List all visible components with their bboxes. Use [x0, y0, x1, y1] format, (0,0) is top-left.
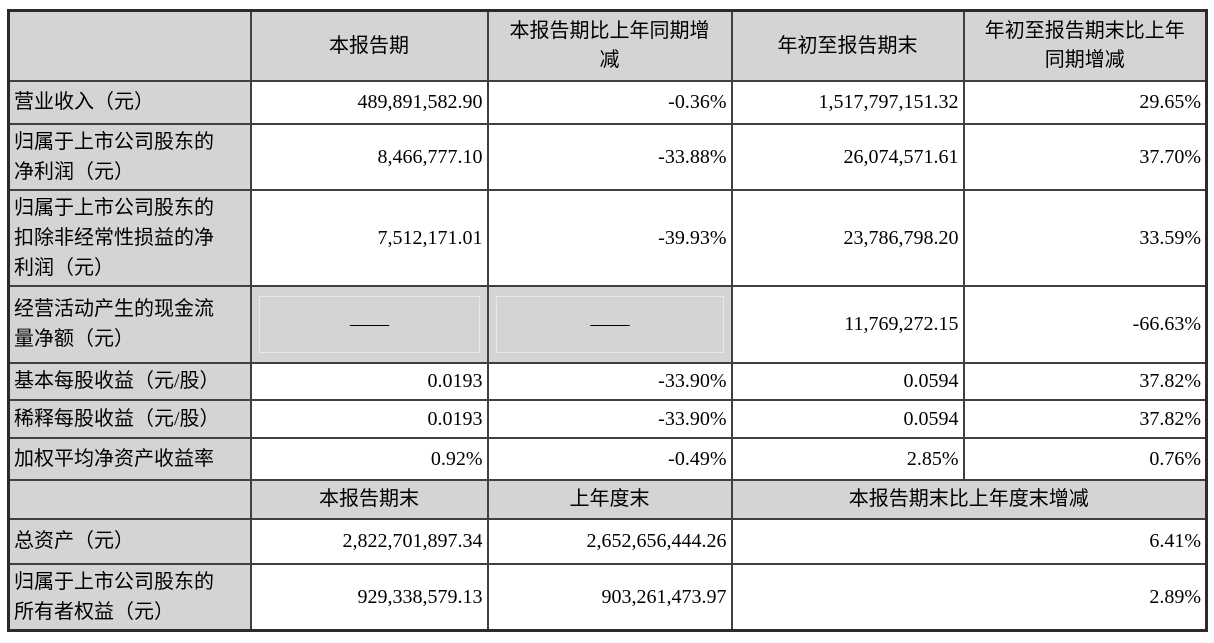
- value-current-period-yoy: -39.93%: [486, 188, 733, 287]
- row-net-profit-excl-nonrecurring: 归属于上市公司股东的 扣除非经常性损益的净 利润（元） 7,512,171.01…: [7, 188, 1208, 287]
- row-basic-eps: 基本每股收益（元/股） 0.0193 -33.90% 0.0594 37.82%: [7, 361, 1208, 401]
- metric-label: 基本每股收益（元/股）: [7, 361, 252, 401]
- value-year-to-date-yoy: 37.82%: [962, 398, 1208, 439]
- value-year-to-date-yoy: 0.76%: [962, 436, 1208, 481]
- header-end-of-prior-year: 上年度末: [486, 478, 733, 520]
- value-year-to-date-yoy: 33.59%: [962, 188, 1208, 287]
- row-diluted-eps: 稀释每股收益（元/股） 0.0193 -33.90% 0.0594 37.82%: [7, 398, 1208, 439]
- value-change: 2.89%: [730, 562, 1208, 632]
- header-year-to-date: 年初至报告期末: [730, 9, 965, 82]
- value-end-of-prior-year: 903,261,473.97: [486, 562, 733, 632]
- value-year-to-date-yoy: 37.82%: [962, 361, 1208, 401]
- header-year-to-date-yoy: 年初至报告期末比上年 同期增减: [962, 9, 1208, 82]
- value-end-of-period: 929,338,579.13: [249, 562, 489, 632]
- value-current-period: 8,466,777.10: [249, 122, 489, 191]
- metric-label: 加权平均净资产收益率: [7, 436, 252, 481]
- metric-label: 归属于上市公司股东的 所有者权益（元）: [7, 562, 252, 632]
- cash-flow-yoy-na-cell: ——: [486, 284, 733, 364]
- value-current-period: 0.0193: [249, 398, 489, 439]
- header-empty-cell: [7, 9, 252, 82]
- value-year-to-date: 26,074,571.61: [730, 122, 965, 191]
- row-net-profit-attributable: 归属于上市公司股东的 净利润（元） 8,466,777.10 -33.88% 2…: [7, 122, 1208, 191]
- value-current-period-yoy: -33.90%: [486, 361, 733, 401]
- metric-label: 稀释每股收益（元/股）: [7, 398, 252, 439]
- value-year-to-date: 0.0594: [730, 398, 965, 439]
- value-year-to-date: 0.0594: [730, 361, 965, 401]
- cash-flow-current-period-na-cell: ——: [249, 284, 489, 364]
- value-current-period: 0.0193: [249, 361, 489, 401]
- header-change-vs-prior-year-end: 本报告期末比上年度末增减: [730, 478, 1208, 520]
- value-year-to-date: 1,517,797,151.32: [730, 79, 965, 125]
- value-year-to-date: 11,769,272.15: [730, 284, 965, 364]
- value-year-to-date-yoy: 29.65%: [962, 79, 1208, 125]
- row-weighted-avg-roe: 加权平均净资产收益率 0.92% -0.49% 2.85% 0.76%: [7, 436, 1208, 481]
- value-current-period-yoy: -33.88%: [486, 122, 733, 191]
- value-change: 6.41%: [730, 517, 1208, 565]
- dash-placeholder: ——: [590, 313, 630, 335]
- row-operating-cash-flow: 经营活动产生的现金流 量净额（元） —— —— 11,769,272.15 -6…: [7, 284, 1208, 364]
- value-year-to-date-yoy: 37.70%: [962, 122, 1208, 191]
- header-current-period-yoy: 本报告期比上年同期增 减: [486, 9, 733, 82]
- metric-label: 归属于上市公司股东的 净利润（元）: [7, 122, 252, 191]
- value-current-period-yoy: -0.49%: [486, 436, 733, 481]
- header-row-period: 本报告期 本报告期比上年同期增 减 年初至报告期末 年初至报告期末比上年 同期增…: [7, 9, 1208, 82]
- header-row-balance: 本报告期末 上年度末 本报告期末比上年度末增减: [7, 478, 1208, 520]
- value-end-of-prior-year: 2,652,656,444.26: [486, 517, 733, 565]
- value-year-to-date: 23,786,798.20: [730, 188, 965, 287]
- metric-label: 营业收入（元）: [7, 79, 252, 125]
- value-current-period: 0.92%: [249, 436, 489, 481]
- value-current-period-yoy: -33.90%: [486, 398, 733, 439]
- value-current-period-yoy: -0.36%: [486, 79, 733, 125]
- value-end-of-period: 2,822,701,897.34: [249, 517, 489, 565]
- header-current-period: 本报告期: [249, 9, 489, 82]
- metric-label: 经营活动产生的现金流 量净额（元）: [7, 284, 252, 364]
- header-empty-cell: [7, 478, 252, 520]
- report-page: 本报告期 本报告期比上年同期增 减 年初至报告期末 年初至报告期末比上年 同期增…: [0, 9, 1214, 643]
- value-current-period: 7,512,171.01: [249, 188, 489, 287]
- dash-placeholder: ——: [350, 313, 389, 335]
- metric-label: 归属于上市公司股东的 扣除非经常性损益的净 利润（元）: [7, 188, 252, 287]
- row-total-assets: 总资产（元） 2,822,701,897.34 2,652,656,444.26…: [7, 517, 1208, 565]
- financial-summary-table: 本报告期 本报告期比上年同期增 减 年初至报告期末 年初至报告期末比上年 同期增…: [7, 9, 1208, 632]
- metric-label: 总资产（元）: [7, 517, 252, 565]
- value-year-to-date: 2.85%: [730, 436, 965, 481]
- value-year-to-date-yoy: -66.63%: [962, 284, 1208, 364]
- header-end-of-period: 本报告期末: [249, 478, 489, 520]
- value-current-period: 489,891,582.90: [249, 79, 489, 125]
- row-equity-attributable: 归属于上市公司股东的 所有者权益（元） 929,338,579.13 903,2…: [7, 562, 1208, 632]
- row-operating-revenue: 营业收入（元） 489,891,582.90 -0.36% 1,517,797,…: [7, 79, 1208, 125]
